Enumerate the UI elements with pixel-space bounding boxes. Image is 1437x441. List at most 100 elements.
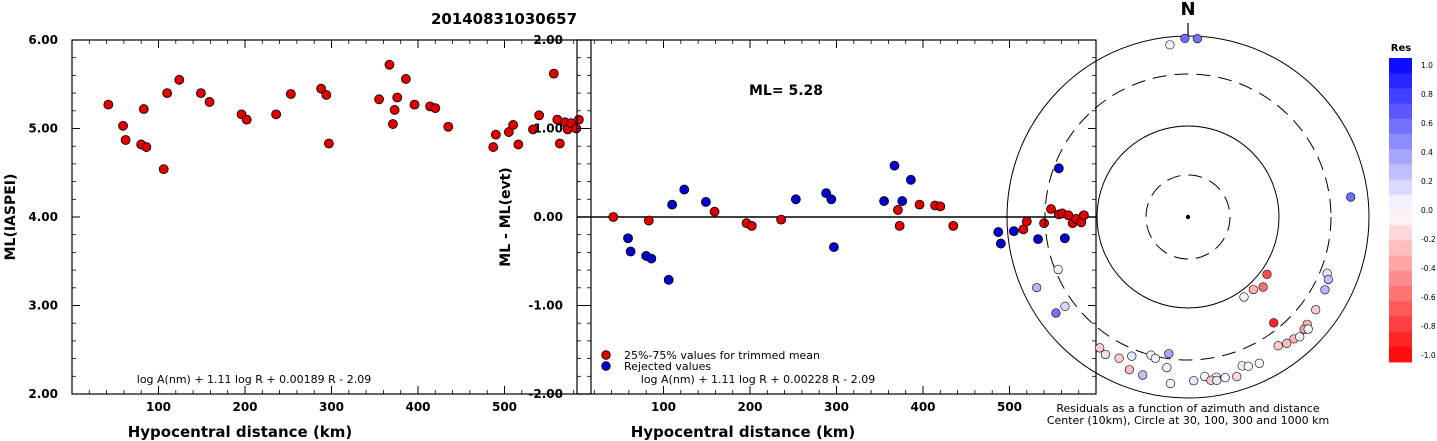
station-point: [1232, 372, 1242, 382]
y-tick-label: 2.00: [533, 33, 563, 47]
rejected-point: [995, 238, 1006, 249]
data-point: [241, 114, 252, 125]
station-point: [1192, 34, 1202, 44]
ml-annotation: ML= 5.28: [749, 83, 823, 99]
colorbar-tick-label: -1.0: [1421, 351, 1436, 360]
ring-100km: [1096, 125, 1280, 309]
station-point: [1124, 365, 1134, 375]
data-point: [490, 129, 501, 140]
data-point: [141, 142, 152, 152]
data-point: [503, 127, 514, 137]
rejected-point: [790, 194, 801, 205]
ring-300km: [1044, 73, 1332, 361]
data-point: [118, 120, 128, 131]
data-point: [103, 99, 114, 110]
rejected-point: [993, 227, 1004, 237]
data-point: [321, 89, 332, 100]
trimmed-point: [1046, 204, 1056, 214]
x-tick-label: 200: [737, 400, 762, 414]
trimmed-point: [746, 220, 757, 231]
y-tick-label: 0.00: [533, 210, 563, 224]
y-tick-label: -2.00: [528, 387, 563, 401]
trimmed-point: [608, 212, 619, 222]
colorbar-cell: [1389, 73, 1412, 89]
y-tick-label: 3.00: [28, 299, 58, 313]
x-axis-label: Hypocentral distance (km): [128, 423, 353, 441]
colorbar-cell: [1389, 255, 1412, 272]
station-point: [1053, 264, 1063, 275]
trimmed-point: [776, 214, 787, 225]
colorbar-tick-label: 0.4: [1421, 148, 1433, 157]
station-point: [1346, 192, 1356, 202]
data-point: [392, 92, 403, 103]
colorbar-tick-label: 1.0: [1421, 61, 1433, 70]
station-point: [1162, 362, 1172, 373]
data-point: [409, 99, 420, 110]
ml-residual-plot: ML - ML(evt) Hypocentral distance (km) M…: [498, 33, 1097, 441]
trimmed-point: [935, 201, 946, 212]
y-tick-label: 1.00: [533, 122, 563, 136]
station-point: [1254, 358, 1264, 368]
x-axis-label: Hypocentral distance (km): [631, 423, 856, 441]
rejected-point: [821, 188, 832, 199]
x-tick-label: 300: [319, 400, 344, 414]
rejected-point: [897, 196, 908, 206]
colorbar-cell: [1389, 103, 1412, 120]
x-tick-label: 200: [232, 400, 257, 414]
rejected-point: [1033, 234, 1043, 245]
rejected-point: [1053, 163, 1064, 174]
station-point: [1165, 40, 1175, 50]
station-point: [1295, 332, 1305, 342]
station-point: [1114, 353, 1124, 363]
station-point: [1127, 351, 1137, 361]
data-point: [162, 88, 173, 98]
legend-label-rejected: Rejected values: [624, 360, 711, 373]
colorbar-tick-label: 0.6: [1421, 119, 1433, 128]
legend-marker-rejected: [601, 361, 611, 371]
station-point: [1323, 274, 1333, 285]
rejected-point: [879, 196, 889, 206]
colorbar-tick-label: 0.0: [1421, 206, 1433, 215]
data-point: [195, 88, 206, 98]
data-point: [534, 110, 544, 121]
station-point: [1273, 341, 1283, 351]
x-tick-label: 100: [651, 400, 676, 414]
data-point: [174, 74, 185, 85]
station-point: [1138, 370, 1148, 380]
x-tick-label: 300: [824, 400, 849, 414]
rejected-point: [829, 242, 839, 252]
colorbar-tick-label: -0.6: [1421, 293, 1436, 302]
page-title: 20140831030657: [431, 10, 577, 28]
data-point: [158, 164, 169, 175]
station-point: [1248, 284, 1258, 295]
data-point: [388, 119, 398, 129]
rejected-point: [1008, 226, 1019, 237]
trimmed-point: [894, 220, 905, 231]
station-point: [1164, 349, 1174, 359]
data-point: [285, 89, 296, 99]
rejected-point: [646, 253, 657, 264]
trimmed-point: [643, 215, 654, 226]
trimmed-point: [1021, 216, 1032, 227]
polar-caption-2: Center (10km), Circle at 30, 100, 300 an…: [1047, 414, 1329, 427]
y-axis-label: ML - ML(evt): [498, 167, 514, 266]
trimmed-point: [709, 206, 720, 217]
station-point: [1032, 282, 1042, 293]
rejected-point: [905, 174, 916, 185]
data-point: [554, 138, 565, 149]
north-label: N: [1180, 0, 1195, 20]
colorbar-cell: [1389, 134, 1412, 150]
colorbar-cell: [1389, 164, 1412, 180]
data-point: [374, 94, 384, 105]
data-point: [400, 74, 411, 84]
station-point: [1189, 376, 1199, 386]
formula-label: log A(nm) + 1.11 log R + 0.00228 R - 2.0…: [641, 373, 875, 386]
rejected-point: [826, 194, 837, 205]
colorbar-cell: [1389, 301, 1412, 317]
rejected-point: [679, 184, 690, 195]
colorbar-cell: [1389, 210, 1412, 226]
rejected-point: [700, 197, 711, 207]
x-tick-label: 100: [146, 400, 171, 414]
colorbar-cell: [1389, 225, 1412, 241]
data-point: [488, 142, 499, 152]
